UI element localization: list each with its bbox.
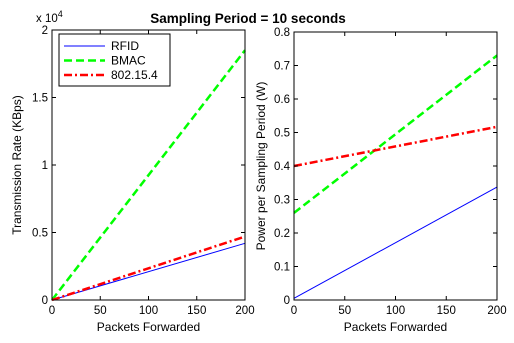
series-line-0: [293, 186, 498, 299]
x-tick-label: 0: [291, 305, 297, 317]
chart-power: 0 50 100 150 200 0 0.1 0.2 0.3 0.4 0.5 0.6 0.7 0.8 Pac…: [254, 27, 507, 334]
series-line-rfid: [51, 242, 246, 301]
series-line-1: [293, 54, 498, 214]
y-tick-label: 1.5: [32, 93, 48, 105]
y-tick-label: 0.4: [274, 161, 291, 173]
x-tick-label: 150: [187, 305, 206, 317]
y-tick-label: 0: [42, 295, 48, 307]
y-tick-label: 0: [284, 295, 290, 307]
x-axis-label: Packets Forwarded: [97, 320, 200, 334]
y-axis-multiplier-exponent: 4: [58, 9, 63, 19]
legend-label: BMAC: [111, 54, 146, 68]
chart-transmission: 0 50 100 150 200 0 0.5 1 1.5 2 Packets Forwarded Tr…: [10, 9, 255, 334]
y-tick-label: 0.7: [274, 61, 290, 73]
legend-label: RFID: [111, 39, 139, 53]
y-tick-label: 2: [42, 25, 48, 37]
y-axis-label: Transmission Rate (KBps): [10, 95, 24, 235]
plot-frame: [293, 31, 498, 301]
x-tick-label: 50: [338, 305, 351, 317]
series-line-2: [293, 125, 498, 168]
y-tick-label: 1: [42, 160, 48, 172]
y-axis-label: Power per Sampling Period (W): [254, 82, 268, 251]
series-line-bmac: [51, 49, 246, 301]
y-tick-label: 0.2: [274, 228, 290, 240]
series-line-802-15-4: [51, 235, 246, 302]
x-tick-label: 100: [386, 305, 405, 317]
legend-label: 802.15.4: [111, 68, 158, 82]
y-tick-label: 0.5: [274, 128, 290, 140]
x-tick-label: 50: [94, 305, 107, 317]
y-tick-label: 0.6: [274, 94, 290, 106]
y-tick-label: 0.5: [32, 228, 48, 240]
x-tick-label: 200: [235, 305, 254, 317]
y-tick-label: 0.3: [274, 195, 290, 207]
y-axis-multiplier: x 104: [36, 9, 63, 25]
x-tick-label: 200: [487, 305, 506, 317]
x-tick-label: 0: [49, 305, 55, 317]
x-axis-label: Packets Forwarded: [344, 320, 447, 334]
x-tick-label: 150: [437, 305, 456, 317]
x-tick-label: 100: [139, 305, 158, 317]
y-tick-label: 0.1: [274, 262, 290, 274]
y-tick-label: 0.8: [274, 27, 290, 39]
figure-title: Sampling Period = 10 seconds: [150, 11, 345, 26]
